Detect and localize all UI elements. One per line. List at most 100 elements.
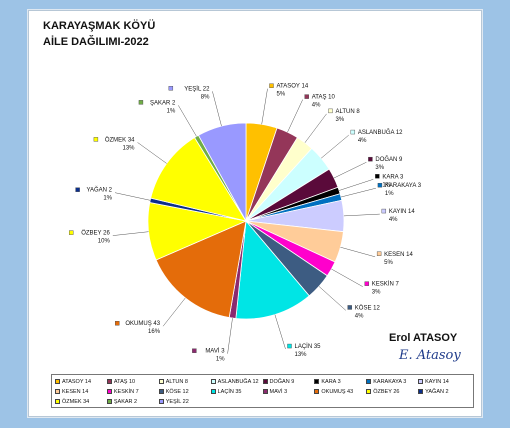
legend-label: KAYIN 14 — [425, 378, 449, 385]
label-swatch-karakaya — [377, 182, 383, 188]
legend-label: ATASOY 14 — [62, 378, 92, 385]
label-name-value: ATAŞ 10 — [312, 95, 336, 101]
legend-swatch — [210, 379, 216, 384]
label-percent: 3% — [375, 165, 384, 171]
legend-swatch — [106, 399, 112, 404]
legend-swatch — [262, 379, 268, 384]
data-label-lacin: LAÇİN 35 13% — [287, 343, 321, 358]
legend-item-okumus: OKUMUŞ 43 — [314, 387, 366, 396]
legend-item-kesen: KESEN 14 — [55, 387, 107, 396]
label-name-value: ŞAKAR 2 — [150, 100, 176, 106]
label-name-value: LAÇİN 35 — [294, 343, 321, 350]
leader-line-okumus — [162, 297, 186, 327]
chart-card: KARAYAŞMAK KÖYÜ AİLE DAĞILIMI-2022 ATASO… — [28, 10, 482, 417]
leader-line-kayin — [343, 213, 380, 217]
label-percent: 5% — [384, 260, 393, 266]
legend-label: ATAŞ 10 — [113, 378, 136, 385]
data-label-kayin: KAYIN 14 4% — [381, 208, 416, 223]
legend-swatch — [418, 379, 424, 384]
leader-line-karakaya — [340, 187, 376, 198]
legend-item-dogan: DOĞAN 9 — [262, 377, 315, 386]
data-label-atasoy: ATASOY 14 5% — [269, 83, 309, 98]
label-name-value: OKUMUŞ 43 — [125, 321, 160, 327]
legend-item-yagan: YAĞAN 2 — [418, 387, 470, 396]
legend-label: OKUMUŞ 43 — [321, 388, 354, 395]
label-swatch-mavi — [192, 348, 197, 353]
legend-label: KÖSE 12 — [165, 388, 189, 395]
legend-item-kara: KARA 3 — [314, 377, 366, 386]
leader-line-atasoy — [261, 88, 268, 125]
label-swatch-atas — [304, 94, 309, 99]
leader-line-kesen — [340, 246, 376, 258]
legend-label: KARAKAYA 3 — [373, 378, 407, 385]
pie-slice-yesil — [197, 122, 247, 223]
leader-line-aslanbuga — [321, 134, 349, 159]
label-swatch-altun — [328, 108, 333, 114]
data-label-dogan: DOĞAN 9 3% — [368, 156, 403, 171]
leader-line-altun — [304, 113, 327, 143]
label-name-value: KARAKAYA 3 — [385, 183, 422, 189]
label-name-value: ASLANBUĞA 12 — [358, 129, 403, 136]
legend-item-yesil: YEŞİL 22 — [158, 397, 211, 406]
label-name-value: ÖZMEK 34 — [105, 136, 135, 143]
data-label-kara: KARA 3 1% — [375, 174, 404, 188]
label-name-value: KAYIN 14 — [389, 209, 416, 215]
label-swatch-kesen — [376, 251, 382, 256]
legend-swatch — [366, 389, 372, 394]
legend-swatch — [158, 399, 164, 404]
leader-line-yesil — [212, 91, 222, 127]
leader-line-kara — [339, 179, 374, 191]
leader-line-dogan — [333, 161, 367, 179]
label-name-value: KESEN 14 — [384, 252, 413, 258]
legend-item-altun: ALTUN 8 — [158, 377, 211, 386]
pie-slice-okumus — [155, 220, 247, 319]
label-percent: 4% — [312, 103, 321, 109]
legend-item-lacin: LAÇİN 35 — [210, 387, 263, 396]
label-swatch-yesil — [168, 86, 174, 91]
label-percent: 5% — [276, 92, 285, 98]
author-name: Erol ATASOY — [389, 332, 458, 344]
legend-label: KESEN 14 — [62, 388, 89, 395]
legend-swatch — [314, 379, 320, 384]
legend-swatch — [158, 389, 164, 394]
label-name-value: KARA 3 — [382, 174, 404, 180]
legend-item-ozbey: ÖZBEY 26 — [366, 387, 418, 396]
legend-swatch — [366, 379, 372, 384]
label-swatch-dogan — [368, 156, 373, 162]
label-percent: 3% — [335, 117, 344, 123]
data-label-atas: ATAŞ 10 4% — [304, 94, 336, 109]
leader-line-sakar — [178, 105, 197, 137]
legend-swatch — [314, 389, 320, 394]
label-percent: 1% — [385, 191, 394, 197]
data-label-kesen: KESEN 14 5% — [376, 251, 413, 266]
label-percent: 10% — [98, 239, 111, 245]
label-name-value: YEŞİL 22 — [184, 85, 210, 92]
label-swatch-sakar — [138, 100, 144, 105]
legend-item-kose: KÖSE 12 — [158, 387, 211, 396]
chart-legend: ATASOY 14 ATAŞ 10 ALTUN 8 ASLANBUĞA 12 DOĞAN… — [51, 374, 474, 408]
data-label-karakaya: KARAKAYA 31% — [377, 182, 422, 197]
legend-item-aslanbuga: ASLANBUĞA 12 — [210, 377, 263, 386]
label-swatch-kose — [347, 305, 352, 310]
legend-label: ALTUN 8 — [165, 378, 188, 385]
data-label-altun: ALTUN 8 3% — [328, 108, 360, 123]
legend-label: ÖZMEK 34 — [62, 398, 90, 405]
label-name-value: KÖSE 12 — [355, 304, 381, 311]
label-name-value: ATASOY 14 — [276, 84, 308, 90]
label-name-value: YAĞAN 2 — [86, 187, 112, 194]
label-swatch-ozbey — [68, 230, 74, 235]
legend-swatch — [106, 389, 112, 394]
chart-title-line-1: KARAYAŞMAK KÖYÜ — [43, 20, 156, 32]
label-percent: 1% — [382, 182, 391, 188]
legend-item-keskin: KESKİN 7 — [106, 387, 159, 396]
label-swatch-okumus — [115, 321, 120, 326]
label-percent: 13% — [294, 352, 307, 358]
label-name-value: ALTUN 8 — [335, 109, 360, 115]
label-swatch-kara — [375, 174, 380, 179]
legend-item-atas: ATAŞ 10 — [106, 377, 159, 386]
legend-item-atasoy: ATASOY 14 — [55, 377, 107, 386]
label-percent: 13% — [122, 145, 135, 151]
label-percent: 4% — [389, 217, 398, 223]
legend-swatch — [55, 399, 60, 404]
legend-label: KESKİN 7 — [113, 388, 139, 395]
